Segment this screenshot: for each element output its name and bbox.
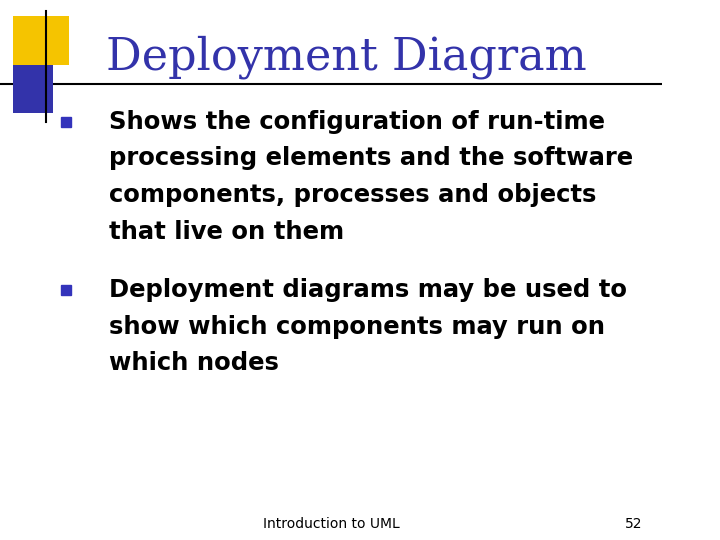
FancyBboxPatch shape [13, 16, 70, 65]
FancyBboxPatch shape [13, 65, 53, 113]
Text: which nodes: which nodes [109, 352, 279, 375]
Text: Introduction to UML: Introduction to UML [263, 517, 400, 531]
Text: that live on them: that live on them [109, 220, 344, 244]
Text: 52: 52 [624, 517, 642, 531]
FancyBboxPatch shape [13, 54, 46, 92]
Text: Shows the configuration of run-time: Shows the configuration of run-time [109, 110, 606, 133]
Text: Deployment Diagram: Deployment Diagram [106, 35, 587, 78]
Text: components, processes and objects: components, processes and objects [109, 183, 597, 207]
Text: show which components may run on: show which components may run on [109, 315, 606, 339]
Text: processing elements and the software: processing elements and the software [109, 146, 634, 170]
Text: Deployment diagrams may be used to: Deployment diagrams may be used to [109, 278, 627, 302]
